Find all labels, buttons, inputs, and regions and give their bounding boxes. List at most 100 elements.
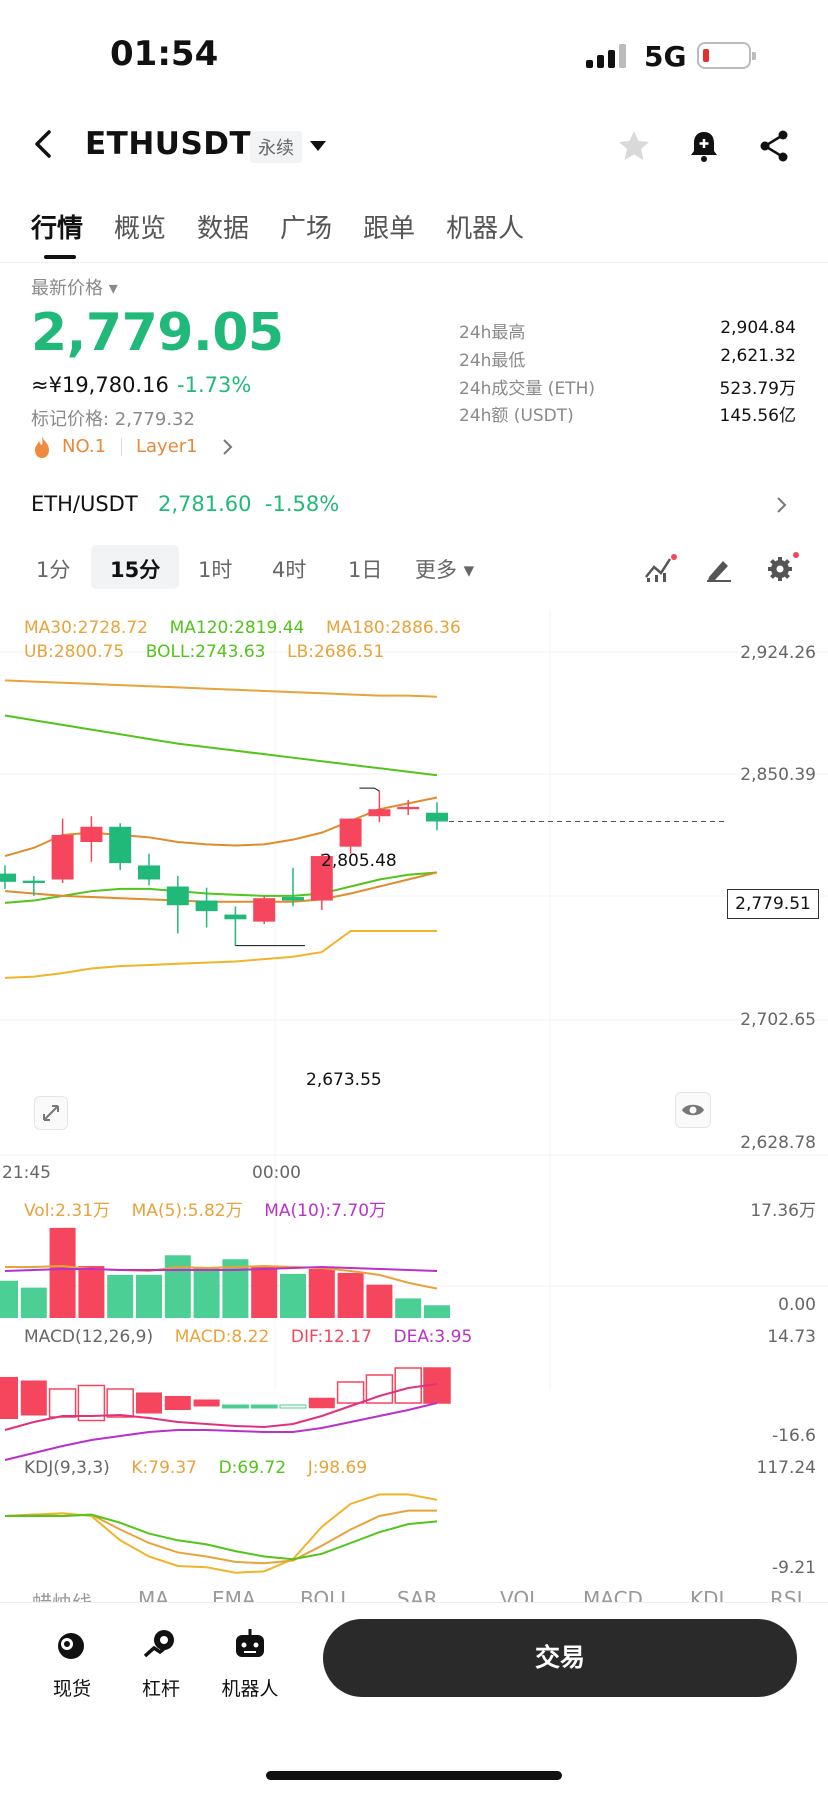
volume-bar (193, 1267, 220, 1318)
candle-body (109, 826, 132, 864)
vol-value: Vol:2.31万 (24, 1201, 111, 1221)
macd-bar (336, 1381, 365, 1404)
volume-bar (107, 1274, 134, 1318)
kdj-d-line (5, 1513, 438, 1561)
candle-body (426, 812, 448, 822)
macd-title: MACD(12,26,9) (24, 1327, 154, 1347)
timeframe-active-bg (91, 545, 179, 589)
stat-value-high: 2,904.84 (720, 318, 796, 338)
boll-legend: UB:2800.75 BOLL:2743.63 LB:2686.51 (24, 642, 384, 662)
macd-bar (106, 1388, 134, 1418)
volume-axis-top: 17.36万 (750, 1201, 816, 1221)
nav-spot[interactable]: 现货 (27, 1628, 117, 1701)
volume-bar (337, 1272, 364, 1318)
kdj-axis-top: 117.24 (756, 1458, 816, 1478)
nav-margin[interactable]: 杠杆 (116, 1628, 206, 1701)
tab-market[interactable]: 行情 (31, 208, 83, 259)
price-axis-label: 2,702.65 (740, 1010, 816, 1030)
macd-axis-top: 14.73 (767, 1327, 816, 1347)
settings-icon[interactable] (764, 551, 800, 583)
dea-line (4, 1402, 438, 1461)
star-icon[interactable] (616, 128, 652, 164)
stat-value-volume: 523.79万 (719, 379, 796, 399)
macd-bar (394, 1367, 422, 1404)
volume-bar (136, 1274, 162, 1318)
chevron-down-icon[interactable] (310, 141, 326, 151)
stat-label-high: 24h最高 (459, 323, 526, 343)
price-axis-label: 2,924.26 (740, 643, 816, 663)
visibility-button[interactable] (675, 1092, 711, 1128)
candle-body (51, 834, 74, 880)
time-axis-label: 21:45 (2, 1163, 51, 1183)
macd-bar (20, 1380, 47, 1416)
d-value: D:69.72 (218, 1458, 287, 1478)
rank-tag[interactable]: NO.1 (62, 436, 107, 457)
category-tag[interactable]: Layer1 (136, 436, 198, 457)
status-time: 01:54 (110, 34, 219, 74)
spot-icon (58, 1633, 84, 1659)
fullscreen-button[interactable] (34, 1096, 68, 1130)
tab-copy-trading[interactable]: 跟单 (363, 214, 416, 244)
last-price-label[interactable]: 最新价格 ▾ (31, 278, 118, 299)
volume-legend: Vol:2.31万 MA(5):5.82万 MA(10):7.70万 (24, 1196, 386, 1221)
tab-square[interactable]: 广场 (280, 214, 333, 244)
chevron-right-icon[interactable] (776, 496, 788, 514)
timeframe-more[interactable]: 更多 ▾ (415, 558, 475, 582)
macd-bar (193, 1399, 220, 1407)
bell-add-icon[interactable] (686, 128, 722, 164)
timeframe-15m[interactable]: 15分 (110, 558, 161, 582)
trade-button[interactable]: 交易 (323, 1619, 797, 1697)
robot-icon (236, 1629, 264, 1657)
timeframe-4h[interactable]: 4时 (272, 558, 307, 582)
indicator-icon[interactable] (644, 553, 678, 583)
timeframe-1h[interactable]: 1时 (198, 558, 233, 582)
lb-value: LB:2686.51 (287, 642, 385, 662)
tabs-divider (0, 262, 828, 263)
stat-value-low: 2,621.32 (720, 346, 796, 366)
macd-axis-bottom: -16.6 (772, 1426, 816, 1446)
draw-icon[interactable] (704, 553, 734, 583)
tab-data[interactable]: 数据 (197, 214, 250, 244)
candle-body (22, 880, 45, 883)
ma-legend: MA30:2728.72 MA120:2819.44 MA180:2886.36 (24, 618, 461, 638)
fire-icon (35, 436, 49, 458)
volume-ma10-line (4, 1266, 438, 1272)
nav-bot[interactable]: 机器人 (205, 1628, 295, 1701)
network-label: 5G (644, 40, 687, 73)
dea-value: DEA:3.95 (393, 1327, 473, 1347)
ma120-value: MA120:2819.44 (169, 618, 305, 638)
back-icon[interactable] (28, 128, 60, 160)
stat-label-low: 24h最低 (459, 351, 526, 371)
tab-overview[interactable]: 概览 (114, 214, 167, 244)
expand-icon (43, 1105, 59, 1121)
ma180-line (4, 679, 438, 698)
battery-icon (697, 42, 756, 69)
volume-bar (251, 1267, 278, 1318)
chevron-right-icon[interactable] (222, 438, 234, 456)
share-icon[interactable] (756, 128, 792, 164)
volume-bar (395, 1298, 422, 1318)
timeframe-1m[interactable]: 1分 (36, 558, 71, 582)
macd-bar (279, 1404, 307, 1409)
dif-value: DIF:12.17 (290, 1327, 372, 1347)
tag-divider (121, 438, 122, 456)
volume-bar (424, 1305, 450, 1318)
spot-pair-name[interactable]: ETH/USDT (31, 492, 138, 516)
timeframe-1d[interactable]: 1日 (348, 558, 383, 582)
kline-chart[interactable] (0, 610, 828, 1600)
mark-price: 标记价格: 2,779.32 (31, 409, 195, 430)
spot-pair-price[interactable]: 2,781.60 -1.58% (158, 492, 340, 516)
volume-bar (164, 1255, 191, 1318)
home-indicator (266, 1771, 562, 1780)
symbol-title[interactable]: ETHUSDT (85, 126, 252, 162)
macd-bar (77, 1384, 106, 1422)
ma120-line (4, 714, 438, 777)
eye-icon (682, 1104, 704, 1116)
cny-price: ≈¥19,780.16 (31, 373, 169, 397)
high-marker-label: 2,805.48 (321, 851, 397, 871)
volume-bar (366, 1284, 393, 1318)
macd-bar (48, 1388, 77, 1418)
kdj-legend: KDJ(9,3,3) K:79.37 D:69.72 J:98.69 (24, 1458, 367, 1478)
tab-bots[interactable]: 机器人 (446, 214, 525, 244)
boll-value: BOLL:2743.63 (145, 642, 266, 662)
